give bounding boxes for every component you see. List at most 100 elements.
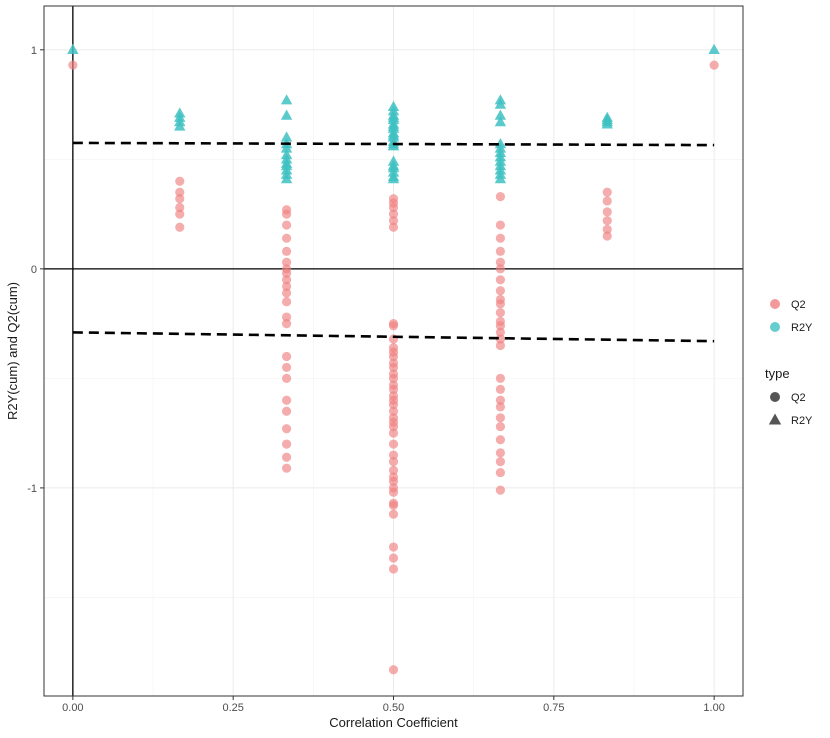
- legend-color-r2y-label: R2Y: [791, 322, 813, 334]
- r2y-point-6: [280, 109, 293, 120]
- q2-point-76: [495, 264, 506, 274]
- data-points: [67, 43, 720, 675]
- q2-point-66: [388, 483, 399, 493]
- legend: Q2 R2Y type Q2 R2Y: [765, 299, 813, 427]
- q2-point-8: [281, 209, 292, 219]
- x-tick-label-0: 0.00: [62, 702, 83, 714]
- q2-point-104: [709, 60, 719, 70]
- q2-point-86: [495, 384, 506, 394]
- q2-point-72: [495, 220, 506, 230]
- r2y-point-33: [387, 111, 400, 122]
- q2-point-0: [68, 60, 78, 70]
- q2-point-24: [281, 395, 292, 405]
- q2-point-19: [281, 312, 292, 322]
- q2-point-10: [281, 233, 292, 243]
- x-tick-label-2: 0.50: [383, 702, 404, 714]
- y-axis-title: R2Y(cum) and Q2(cum): [5, 282, 20, 420]
- y-tick-label-0: -1: [27, 483, 37, 495]
- q2-point-89: [495, 413, 506, 423]
- q2-point-53: [388, 542, 399, 552]
- q2-point-83: [495, 334, 506, 344]
- q2-point-12: [281, 257, 292, 267]
- q2-point-5: [175, 209, 185, 219]
- x-tick-label-4: 1.00: [703, 702, 724, 714]
- legend-type-q2-label: Q2: [791, 392, 806, 404]
- q2-point-54: [388, 553, 399, 563]
- q2-point-64: [388, 457, 399, 467]
- q2-point-101: [602, 216, 612, 226]
- q2-point-46: [388, 439, 399, 449]
- q2-point-103: [602, 231, 612, 241]
- q2-point-59: [388, 369, 399, 379]
- q2-point-4: [175, 202, 185, 213]
- q2-point-45: [388, 428, 399, 438]
- x-tick-label-3: 0.75: [543, 702, 564, 714]
- q2-point-26: [281, 424, 292, 434]
- q2-point-56: [388, 665, 399, 675]
- q2-point-6: [175, 222, 185, 232]
- q2-point-16: [281, 281, 292, 291]
- r2y-point-7: [280, 131, 293, 142]
- r2y-point-40: [494, 116, 507, 127]
- q2-point-102: [602, 224, 612, 235]
- q2-point-77: [495, 275, 506, 285]
- q2-point-9: [281, 220, 292, 230]
- q2-point-94: [495, 467, 506, 478]
- q2-point-35: [388, 222, 399, 232]
- q2-point-17: [281, 288, 292, 298]
- q2-point-90: [495, 421, 506, 432]
- regression-lines: [72, 141, 715, 343]
- r2y-point-32: [387, 173, 400, 184]
- q2-point-47: [388, 450, 399, 460]
- q2-point-15: [281, 275, 292, 285]
- q2-point-18: [281, 297, 292, 307]
- r2y-point-53: [601, 118, 613, 129]
- y-tick-label-1: 0: [31, 264, 37, 276]
- q2-point-52: [388, 509, 399, 519]
- q2-point-2: [175, 187, 185, 197]
- r2y-point-35: [387, 129, 400, 140]
- q2-point-55: [388, 564, 399, 574]
- q2-point-14: [281, 268, 292, 278]
- q2-point-95: [495, 485, 506, 495]
- q2-point-32: [388, 202, 399, 213]
- q2-point-22: [281, 362, 292, 373]
- q2-point-100: [602, 207, 612, 217]
- legend-color-q2-label: Q2: [791, 299, 806, 311]
- q2-point-70: [388, 380, 399, 390]
- q2-point-98: [602, 187, 612, 197]
- q2-point-65: [388, 472, 399, 482]
- q2-point-88: [495, 402, 506, 412]
- q2-point-48: [388, 465, 399, 475]
- r2y-point-16: [280, 173, 293, 184]
- q2-point-97: [495, 299, 506, 309]
- q2-point-68: [388, 343, 399, 353]
- q2-point-33: [388, 209, 399, 219]
- q2-point-62: [388, 413, 399, 423]
- q2-point-67: [388, 500, 399, 511]
- q2-point-29: [281, 463, 292, 473]
- q2-point-34: [388, 216, 399, 226]
- q2-point-21: [281, 351, 292, 362]
- r2y-point-49: [494, 173, 507, 184]
- q2-point-3: [175, 194, 185, 204]
- q2-point-71: [495, 191, 506, 202]
- q2-point-20: [281, 319, 292, 329]
- q2-point-85: [495, 373, 506, 383]
- legend-type-r2y-label: R2Y: [791, 415, 813, 427]
- legend-type-q2-marker: [770, 392, 780, 402]
- legend-color-r2y-marker: [770, 322, 780, 332]
- r2y-point-38: [494, 98, 507, 109]
- axis-ticks: 0.00 0.25 0.50 0.75 1.00 -1 0 1: [27, 45, 725, 714]
- q2-point-57: [388, 321, 399, 331]
- q2-point-82: [495, 327, 506, 337]
- q2-point-91: [495, 435, 506, 445]
- q2-point-69: [388, 358, 399, 368]
- legend-type-r2y-marker: [768, 413, 782, 425]
- q2-point-28: [281, 452, 292, 462]
- r2y-point-39: [494, 109, 507, 120]
- q2-point-73: [495, 233, 506, 243]
- q2-point-60: [388, 391, 399, 401]
- legend-color-q2-marker: [770, 299, 780, 309]
